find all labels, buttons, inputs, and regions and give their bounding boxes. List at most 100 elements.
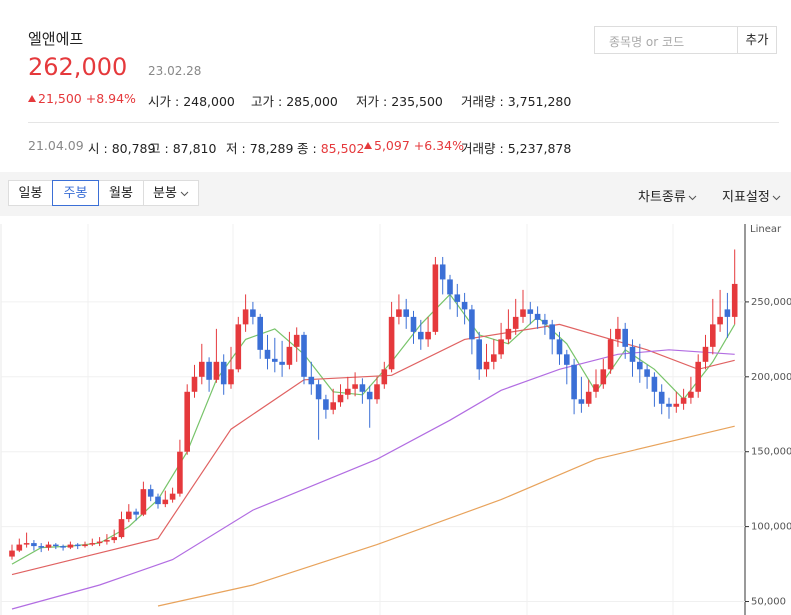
candle-body (607, 339, 614, 370)
y-tick-label: 150,000 (751, 447, 791, 458)
divider (28, 122, 779, 123)
candle-body (111, 537, 117, 541)
stat: 저가 : 235,500 (356, 94, 443, 109)
candle-body (235, 324, 242, 370)
y-tick-label: 250,000 (751, 297, 791, 308)
candle-body (644, 369, 650, 377)
stat-value: 248,000 (183, 94, 235, 109)
candle-body (118, 519, 125, 538)
candle-body (600, 369, 607, 385)
detail-stat: 종 : 85,502 (297, 141, 365, 156)
stat-value: 3,751,280 (507, 94, 572, 109)
stat-label: 저가 (356, 94, 380, 109)
candle-body (593, 384, 599, 392)
candle-body (104, 540, 110, 542)
candle-body (374, 384, 380, 400)
candle-body (9, 550, 15, 557)
candle-body (366, 391, 373, 400)
candle-body (615, 328, 621, 340)
candle-body (534, 313, 541, 320)
candle-body (695, 361, 701, 392)
stat-value: 85,502 (320, 141, 365, 156)
tab[interactable]: 일봉 (8, 180, 53, 206)
change-pct: +8.94% (85, 91, 136, 106)
candle-body (731, 283, 738, 317)
detail-change: 5,097 (374, 138, 410, 153)
candle-body (410, 316, 417, 332)
y-tick-label: 200,000 (751, 372, 791, 383)
stat-label: 저 (226, 141, 238, 156)
candle-body (658, 391, 665, 404)
candle-body (425, 331, 431, 340)
candle-body (301, 334, 307, 377)
candle-body (469, 309, 475, 340)
change: 21,500 (38, 91, 82, 106)
candle-body (286, 346, 293, 365)
candle-body (542, 319, 548, 325)
chevron (772, 195, 781, 201)
candle-body (264, 349, 271, 359)
candle-body (206, 361, 212, 380)
menu[interactable]: 차트종류 (638, 186, 697, 205)
detail-volume: 거래량 : 5,237,878 (461, 141, 572, 156)
moving-average-line (157, 425, 735, 607)
candle-body (512, 316, 519, 329)
candle-body (23, 543, 30, 545)
candle-body (330, 402, 336, 410)
candle-body (242, 309, 249, 325)
candle-body (162, 499, 169, 505)
stat-label: 종 (297, 141, 309, 156)
candle-body (250, 309, 256, 317)
candle-body (133, 511, 139, 515)
y-tick-label: 50,000 (751, 597, 786, 608)
candle-body (461, 301, 468, 310)
candle-body (388, 316, 395, 370)
candle-body (476, 339, 482, 370)
tab[interactable]: 월봉 (98, 180, 144, 206)
candle-body (45, 544, 52, 548)
candle-body (483, 361, 490, 370)
detail-stat: 저 : 78,289 (226, 141, 294, 156)
candle-body (82, 544, 88, 547)
tab[interactable]: 분봉 (143, 180, 199, 206)
stat: 거래량 : 3,751,280 (461, 94, 572, 109)
y-tick-label: 100,000 (751, 522, 791, 533)
stock-name: 엘앤에프 (28, 30, 84, 48)
menu[interactable]: 지표설정 (722, 186, 781, 205)
tab[interactable]: 주봉 (52, 180, 99, 206)
candle-body (38, 546, 44, 548)
candle-body (564, 354, 570, 365)
candle-body (585, 391, 592, 404)
candle-body (31, 543, 37, 547)
candle-body (213, 361, 220, 380)
candle-body (710, 324, 716, 347)
candle-body (432, 264, 439, 332)
candle-body (228, 369, 234, 385)
candle-body (439, 264, 446, 280)
candle-body (418, 331, 424, 340)
candle-body (556, 339, 563, 355)
candle-body (191, 376, 198, 392)
add-button[interactable]: 추가 (737, 26, 777, 54)
candle-body (629, 346, 636, 362)
candle-body (337, 394, 344, 403)
candle-body (352, 384, 358, 389)
detail-stat: 시 : 80,789 (88, 141, 156, 156)
stat-value: 78,289 (249, 141, 294, 156)
detail-change-pct: +6.34% (413, 138, 464, 153)
candle-body (381, 369, 388, 385)
candle-body (637, 361, 643, 370)
candle-body (272, 358, 278, 362)
candle-body (323, 399, 329, 410)
stat-label: 고 (149, 141, 161, 156)
candle-body (96, 541, 103, 544)
search-box[interactable]: 종목명 or 코드 (594, 26, 738, 54)
candle-body (578, 399, 585, 404)
candle-body (279, 361, 285, 365)
candle-body (345, 388, 351, 395)
candle-body (155, 496, 161, 505)
price-date: 23.02.28 (148, 64, 202, 78)
candle-body (396, 309, 402, 317)
candle-body (491, 354, 497, 362)
